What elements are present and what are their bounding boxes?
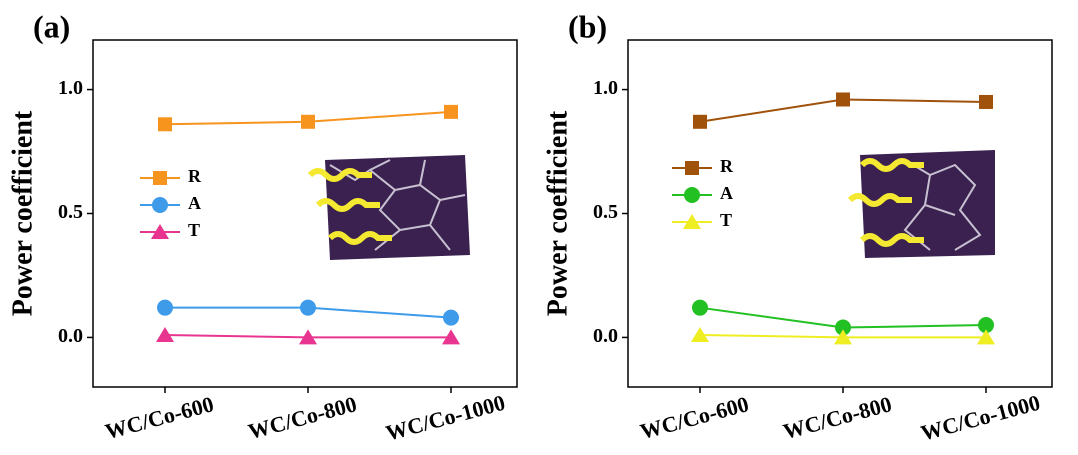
marker-circle [684, 187, 700, 203]
x-tick-label: WC/Co-1000 [383, 390, 508, 446]
y-tick-label: 1.0 [593, 77, 618, 99]
inset-a [307, 155, 470, 260]
panel-label: (b) [568, 8, 607, 44]
x-tick-label: WC/Co-800 [245, 391, 359, 444]
x-tick-label: WC/Co-600 [637, 391, 751, 444]
legend-label: A [720, 183, 733, 203]
x-tick-label: WC/Co-800 [780, 391, 894, 444]
marker-circle [157, 299, 173, 316]
legend-label: T [188, 220, 200, 240]
marker-circle [152, 197, 168, 213]
legend-label: R [188, 166, 202, 186]
y-axis-label: Power coefficient [7, 110, 38, 316]
marker-square [301, 114, 315, 129]
marker-square [979, 94, 993, 109]
y-tick-label: 0.5 [58, 201, 83, 223]
marker-square [444, 104, 458, 119]
marker-triangle [683, 214, 701, 229]
legend-label: T [720, 210, 732, 230]
marker-square [693, 114, 707, 129]
marker-circle [835, 319, 851, 336]
marker-triangle [442, 329, 460, 345]
marker-triangle [151, 224, 169, 239]
marker-square [153, 171, 167, 185]
marker-circle [692, 299, 708, 316]
marker-square [685, 161, 699, 175]
marker-triangle [299, 329, 317, 345]
marker-circle [300, 299, 316, 316]
x-tick-label: WC/Co-1000 [918, 390, 1043, 446]
y-tick-label: 0.0 [58, 325, 83, 347]
marker-triangle [834, 329, 852, 345]
panel-label: (a) [33, 8, 70, 44]
y-tick-label: 0.5 [593, 201, 618, 223]
y-tick-label: 0.0 [593, 325, 618, 347]
y-tick-label: 1.0 [58, 77, 83, 99]
marker-circle [978, 317, 994, 334]
marker-square [158, 117, 172, 132]
y-axis-label: Power coefficient [542, 110, 573, 316]
x-tick-label: WC/Co-600 [102, 391, 216, 444]
inset-b [847, 150, 995, 258]
marker-circle [443, 309, 459, 326]
marker-triangle [156, 326, 174, 342]
marker-square [836, 92, 850, 107]
legend-label: R [720, 156, 734, 176]
marker-triangle [977, 329, 995, 345]
legend-label: A [188, 193, 201, 213]
marker-triangle [691, 326, 709, 342]
